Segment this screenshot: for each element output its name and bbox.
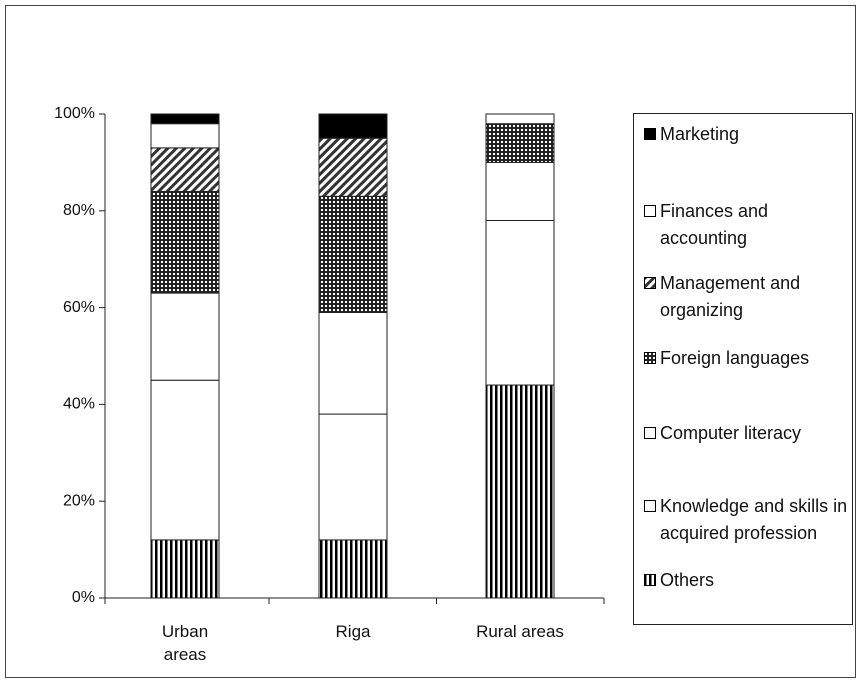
bar-segment (485, 161, 555, 221)
legend-item: Marketing (644, 121, 849, 148)
legend-swatch (644, 352, 656, 364)
legend: Marketing Finances and accounting Manageme… (633, 113, 853, 625)
bar-segment (318, 539, 388, 599)
legend-swatch (644, 128, 656, 140)
legend-swatch (644, 205, 656, 217)
bar-segment (150, 123, 220, 149)
legend-label: Finances and accounting (660, 201, 769, 248)
bar-segment (150, 379, 220, 541)
x-tick-label: Urban areas (161, 622, 209, 664)
bar-segment (318, 137, 388, 197)
bar-segment (150, 190, 220, 294)
legend-swatch (644, 574, 656, 586)
frame (5, 5, 856, 678)
x-tick-label: Rural areas (476, 622, 564, 641)
y-tick-label: 0% (72, 589, 95, 606)
legend-item: Computer literacy (644, 420, 849, 447)
y-tick-label: 60% (63, 299, 95, 316)
bar-segment (318, 195, 388, 313)
bar-segment (485, 219, 555, 386)
legend-swatch (644, 427, 656, 439)
y-tick-label: 80% (63, 202, 95, 219)
legend-swatch (644, 277, 656, 289)
legend-item: Foreign languages (644, 345, 849, 372)
bar-segment (318, 113, 388, 139)
legend-label: Management and organizing (660, 273, 801, 320)
bar-segment (318, 413, 388, 541)
x-tick-label: Riga (335, 622, 371, 641)
bar-segment (150, 113, 220, 125)
legend-label: Others (660, 570, 715, 590)
bar-segment (150, 147, 220, 192)
legend-item: Knowledge and skills in acquired profess… (644, 493, 849, 547)
bar-segment (485, 384, 555, 599)
bar-segment (318, 311, 388, 415)
y-tick-label: 40% (63, 396, 95, 413)
bar-segment (150, 539, 220, 599)
legend-swatch (644, 500, 656, 512)
bar-segment (485, 123, 555, 163)
legend-item: Management and organizing (644, 270, 849, 324)
legend-item: Finances and accounting (644, 198, 849, 252)
legend-label: Computer literacy (660, 423, 802, 443)
legend-label: Foreign languages (660, 348, 810, 368)
y-tick-label: 20% (63, 492, 95, 509)
legend-label: Marketing (660, 124, 740, 144)
y-tick-label: 100% (54, 105, 95, 122)
legend-label: Knowledge and skills in acquired profess… (660, 496, 848, 543)
bar-segment (150, 292, 220, 381)
bar-segment (485, 113, 555, 125)
legend-item: Others (644, 567, 849, 594)
